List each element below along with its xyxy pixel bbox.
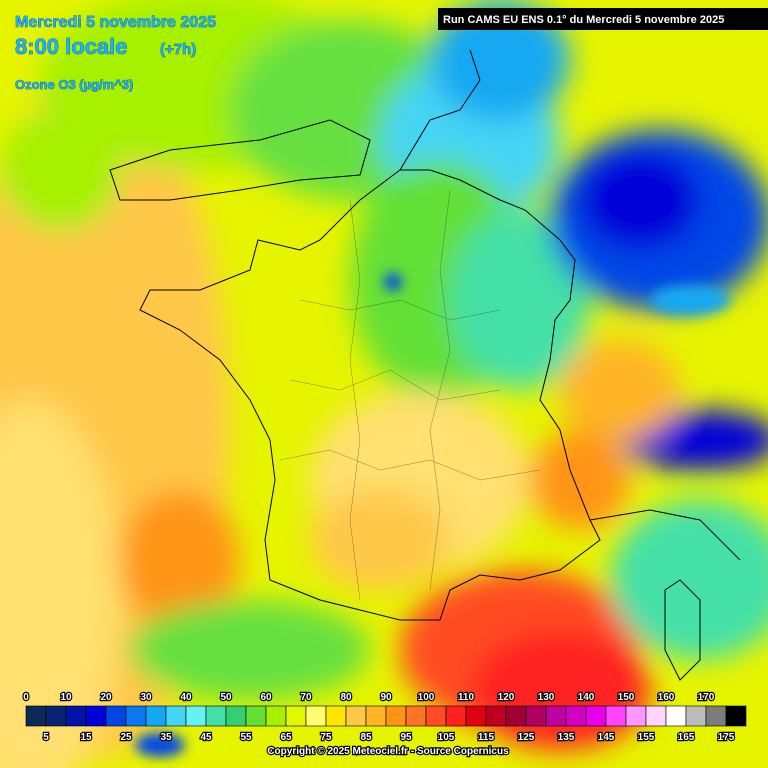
swatch xyxy=(385,705,407,727)
swatch xyxy=(125,705,147,727)
swatch xyxy=(325,705,347,727)
legend-label: 70 xyxy=(300,692,312,703)
legend-label: 125 xyxy=(518,732,535,743)
swatch xyxy=(145,705,167,727)
legend-label: 50 xyxy=(220,692,232,703)
run-box xyxy=(438,8,768,30)
legend-label: 95 xyxy=(400,732,412,743)
legend-label: 100 xyxy=(418,692,435,703)
time: 8:00 locale xyxy=(15,34,128,59)
legend-label: 140 xyxy=(578,692,595,703)
swatch xyxy=(85,705,107,727)
swatch xyxy=(285,705,307,727)
legend-label: 110 xyxy=(458,692,475,703)
swatch xyxy=(465,705,487,727)
legend-label: 75 xyxy=(320,732,332,743)
legend-label: 60 xyxy=(260,692,272,703)
date: Mercredi 5 novembre 2025 xyxy=(15,14,216,31)
legend-label: 145 xyxy=(598,732,615,743)
swatch xyxy=(345,705,367,727)
swatch xyxy=(565,705,587,727)
legend-label: 5 xyxy=(43,732,49,743)
legend-label: 30 xyxy=(140,692,152,703)
legend-label: 85 xyxy=(360,732,372,743)
legend-label: 25 xyxy=(120,732,132,743)
legend-label: 150 xyxy=(618,692,635,703)
legend-label: 10 xyxy=(60,692,72,703)
swatch xyxy=(425,705,447,727)
parameter: Ozone O3 (µg/m^3) xyxy=(15,77,133,92)
legend-label: 165 xyxy=(678,732,695,743)
legend-label: 120 xyxy=(498,692,515,703)
swatch xyxy=(165,705,187,727)
departments xyxy=(279,189,541,601)
swatch xyxy=(65,705,87,727)
swatch xyxy=(25,705,47,727)
legend-label: 0 xyxy=(23,692,29,703)
swatch xyxy=(685,705,707,727)
swatch xyxy=(105,705,127,727)
legend-label: 35 xyxy=(160,732,172,743)
borders xyxy=(109,49,741,681)
legend-label: 135 xyxy=(558,732,575,743)
legend-label: 45 xyxy=(200,732,212,743)
swatch xyxy=(245,705,267,727)
swatch xyxy=(405,705,427,727)
swatch xyxy=(645,705,667,727)
legend-label: 115 xyxy=(478,732,495,743)
swatch xyxy=(605,705,627,727)
legend-label: 130 xyxy=(538,692,555,703)
legend-label: 170 xyxy=(698,692,715,703)
legend-label: 80 xyxy=(340,692,352,703)
swatch xyxy=(705,705,727,727)
run-info: Run CAMS EU ENS 0.1° du Mercredi 5 novem… xyxy=(443,14,724,26)
swatch xyxy=(665,705,687,727)
legend-label: 65 xyxy=(280,732,292,743)
legend-label: 155 xyxy=(638,732,655,743)
swatch xyxy=(625,705,647,727)
swatch xyxy=(445,705,467,727)
swatch xyxy=(505,705,527,727)
swatch xyxy=(205,705,227,727)
color-legend: 0 10 20 30 40 50 60 70 80 90 100 110 120 130 140 150 160… xyxy=(22,691,747,744)
swatch xyxy=(265,705,287,727)
swatch xyxy=(725,705,747,727)
legend-label: 40 xyxy=(180,692,192,703)
swatch xyxy=(485,705,507,727)
legend-label: 20 xyxy=(100,692,112,703)
copyright: Copyright © 2025 Meteociel.fr - Source C… xyxy=(267,746,509,757)
swatch xyxy=(45,705,67,727)
swatch xyxy=(365,705,387,727)
legend-label: 160 xyxy=(658,692,675,703)
swatch xyxy=(225,705,247,727)
legend-label: 105 xyxy=(438,732,455,743)
swatch xyxy=(185,705,207,727)
legend-label: 90 xyxy=(380,692,392,703)
swatch xyxy=(305,705,327,727)
swatch xyxy=(545,705,567,727)
swatch xyxy=(585,705,607,727)
offset: (+7h) xyxy=(160,41,196,58)
legend-label: 55 xyxy=(240,732,252,743)
legend-label: 175 xyxy=(718,732,735,743)
swatch xyxy=(525,705,547,727)
legend-label: 15 xyxy=(80,732,92,743)
